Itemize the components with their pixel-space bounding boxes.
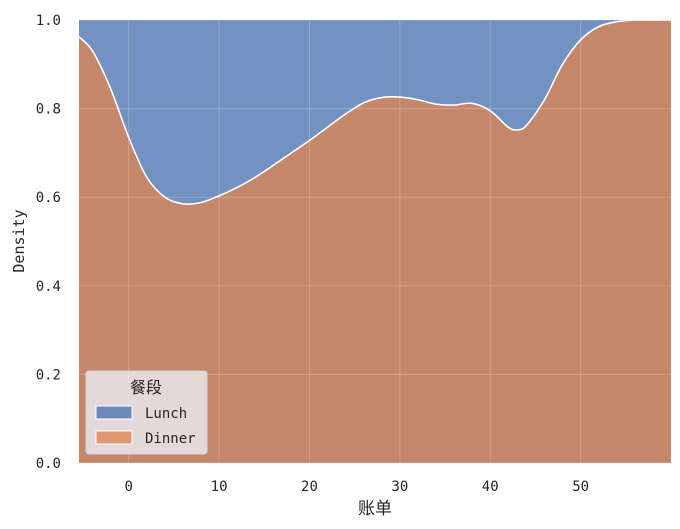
ticks-layer: 0 10 20 30 40 50 0.0 0.2 0.4 0.6 0.8 1.0 xyxy=(36,13,589,495)
legend-swatch-lunch xyxy=(95,405,133,420)
legend-label-dinner: Dinner xyxy=(145,431,196,447)
y-tick-label: 0.0 xyxy=(36,456,61,472)
x-tick-label: 10 xyxy=(211,479,228,495)
x-axis-label: 账单 xyxy=(358,499,392,519)
y-tick-label: 1.0 xyxy=(36,13,61,29)
legend-title: 餐段 xyxy=(130,378,162,397)
y-tick-label: 0.6 xyxy=(36,190,61,206)
x-tick-label: 20 xyxy=(301,479,318,495)
legend-swatch-dinner xyxy=(95,430,133,445)
boundary-layer xyxy=(78,19,671,206)
legend: 餐段 Lunch Dinner xyxy=(85,370,208,455)
x-tick-label: 40 xyxy=(482,479,499,495)
x-tick-label: 0 xyxy=(124,479,132,495)
y-tick-label: 0.4 xyxy=(36,279,61,295)
x-tick-label: 50 xyxy=(572,479,589,495)
y-tick-label: 0.8 xyxy=(36,102,61,118)
x-tick-label: 30 xyxy=(391,479,408,495)
y-tick-label: 0.2 xyxy=(36,367,61,383)
series-boundary-line xyxy=(78,19,671,206)
legend-label-lunch: Lunch xyxy=(145,406,187,422)
y-axis-label: Density xyxy=(10,209,28,272)
area-dinner xyxy=(79,20,671,463)
